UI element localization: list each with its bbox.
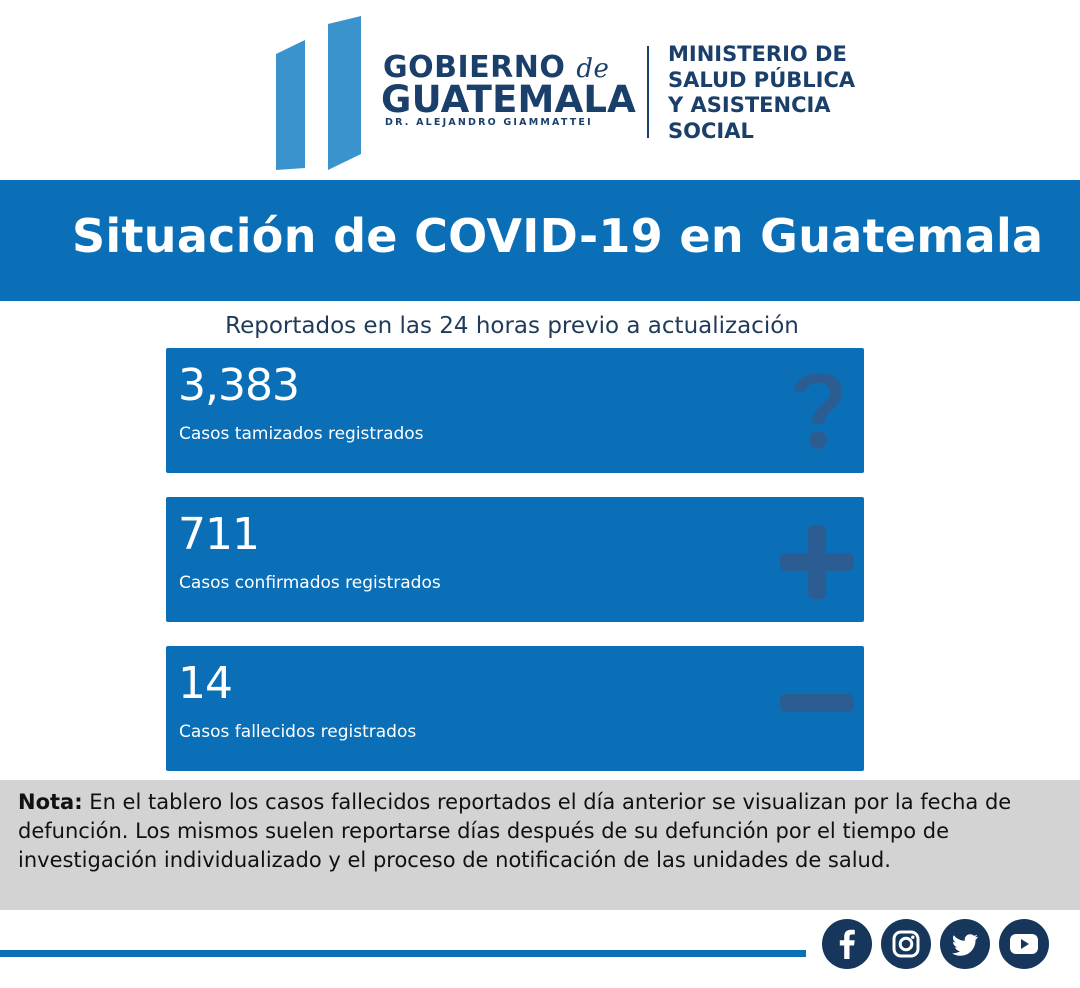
youtube-icon[interactable]: [999, 919, 1049, 969]
facebook-icon[interactable]: [822, 919, 872, 969]
government-flag-logo: [276, 16, 361, 170]
card-label: Casos fallecidos registrados: [179, 722, 417, 742]
card-value: 14: [178, 658, 233, 709]
ministry-name: MINISTERIO DE SALUD PÚBLICA Y ASISTENCIA…: [668, 42, 855, 144]
note-text: Nota: En el tablero los casos fallecidos…: [18, 788, 1068, 875]
footer-line: [0, 950, 806, 957]
header: GOBIERNO de GUATEMALA DR. ALEJANDRO GIAM…: [0, 0, 1080, 180]
subtitle: Reportados en las 24 horas previo a actu…: [225, 313, 799, 339]
card-value: 711: [178, 509, 260, 560]
twitter-icon[interactable]: [940, 919, 990, 969]
ministry-line: MINISTERIO DE: [668, 42, 847, 66]
government-name-line1: GOBIERNO de: [383, 50, 610, 85]
card-value: 3,383: [178, 360, 300, 411]
card-tamizados: 3,383 Casos tamizados registrados: [166, 348, 864, 473]
logo-divider: [647, 46, 649, 138]
note-body: En el tablero los casos fallecidos repor…: [18, 790, 1012, 872]
title-banner: [0, 180, 1080, 301]
note-label: Nota:: [18, 790, 83, 814]
minus-icon: [780, 694, 854, 712]
president-name: DR. ALEJANDRO GIAMMATTEI: [385, 117, 593, 128]
ministry-line: SOCIAL: [668, 118, 754, 143]
card-label: Casos confirmados registrados: [179, 573, 441, 593]
page-title: Situación de COVID-19 en Guatemala: [72, 209, 1044, 263]
card-fallecidos: 14 Casos fallecidos registrados: [166, 646, 864, 771]
plus-icon: [780, 525, 854, 599]
card-label: Casos tamizados registrados: [179, 424, 424, 444]
card-confirmados: 711 Casos confirmados registrados: [166, 497, 864, 622]
ministry-line: SALUD PÚBLICA: [668, 67, 856, 92]
question-icon: [794, 373, 842, 449]
ministry-line: Y ASISTENCIA: [668, 93, 831, 117]
note-box: [0, 780, 1080, 910]
government-name-line2: GUATEMALA: [381, 78, 637, 121]
instagram-icon[interactable]: [881, 919, 931, 969]
